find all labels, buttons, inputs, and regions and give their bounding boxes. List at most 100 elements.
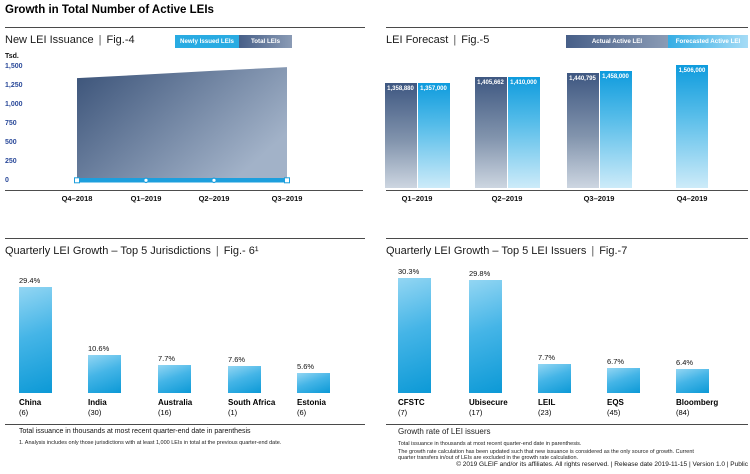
x-axis-tick-label: Q3–2019: [583, 194, 615, 203]
line-end-marker: [74, 177, 80, 184]
x-axis-tick-label: Q4–2019: [676, 194, 708, 203]
bar-value-label: 5.6%: [297, 361, 315, 371]
category-count-label: (6): [19, 408, 29, 417]
bar-value-label: 7.7%: [538, 352, 556, 362]
x-axis-tick-label: Q1–2019: [401, 194, 433, 203]
x-axis-line: [386, 190, 748, 191]
panel-new-lei-issuance: New LEI Issuance | Fig.-4 Newly Issued LEI…: [5, 27, 365, 235]
category-label: Bloomberg: [676, 398, 719, 407]
growth-bar: [469, 279, 502, 393]
legend-total-leis: Total LEIs: [239, 35, 292, 48]
bar-value-label: 10.6%: [88, 343, 110, 353]
total-leis-polygon: [77, 67, 287, 179]
bar-value-label: 29.4%: [19, 276, 41, 286]
y-axis-tick-label: 1,500: [5, 63, 23, 70]
bar-value-label: 6.7%: [607, 356, 625, 366]
bar-value-label: 1,506,000: [678, 68, 706, 74]
fig7-note1: Total issuance in thousands at most rece…: [398, 441, 582, 447]
x-axis-tick-label: Q2–2019: [491, 194, 523, 203]
y-axis-tick-label: 0: [5, 177, 9, 184]
y-axis-tick-label: 1,250: [5, 82, 23, 89]
x-axis-tick-label: Q4–2018: [61, 194, 93, 203]
divider: [386, 424, 748, 425]
title-separator: |: [591, 245, 595, 257]
legend-newly-issued-leis: Newly Issued LEIs: [175, 35, 239, 48]
y-axis-tick-label: 250: [5, 158, 17, 165]
panel-lei-forecast: LEI Forecast | Fig.-5 Actual Active LEI For…: [380, 27, 748, 235]
title-separator: |: [98, 34, 102, 46]
fig5-number: Fig.-5: [461, 34, 490, 46]
fig4-number: Fig.-4: [106, 34, 135, 46]
bar-value-label: 7.7%: [158, 354, 176, 364]
panel-top5-lei-issuers: Quarterly LEI Growth – Top 5 LEI Issuers…: [380, 238, 748, 470]
bar-value-label: 1,410,000: [510, 79, 537, 86]
category-label: India: [88, 398, 107, 407]
y-axis-tick-label: 750: [5, 120, 17, 127]
legend-actual-active-lei: Actual Active LEI: [566, 35, 668, 48]
x-axis-tick-label: Q3–2019: [271, 194, 303, 203]
fig4-title: New LEI Issuance | Fig.-4: [5, 34, 135, 46]
fig5-title-text: LEI Forecast: [386, 34, 449, 46]
category-count-label: (84): [676, 408, 690, 417]
fig4-title-text: New LEI Issuance: [5, 34, 94, 46]
bar-value-label: 1,405,662: [477, 80, 504, 87]
category-count-label: (1): [228, 408, 238, 417]
fig4-header: New LEI Issuance | Fig.-4 Newly Issued LEI…: [5, 34, 365, 49]
bar-actual-active-lei: 1,358,880: [384, 82, 417, 188]
bar-forecasted-active-lei: 1,357,000: [417, 83, 450, 188]
growth-bar: [676, 368, 709, 393]
bar-forecasted-active-lei: 1,506,000: [676, 65, 708, 188]
fig5-bar-chart: 1,358,880 1,357,000 Q1–2019 1,405,662 1,410,…: [380, 60, 748, 215]
bar-forecasted-active-lei: 1,410,000: [507, 76, 540, 188]
fig5-legend: Actual Active LEI Forecasted Active LEI: [566, 35, 748, 48]
fig7-note-heading: Growth rate of LEI issuers: [398, 427, 491, 436]
category-label: Estonia: [297, 398, 326, 407]
divider: [5, 27, 365, 28]
fig6-note: Total issuance in thousands at most rece…: [19, 428, 251, 435]
fig4-legend: Newly Issued LEIs Total LEIs: [175, 35, 292, 48]
fig5-header: LEI Forecast | Fig.-5 Actual Active LEI For…: [380, 34, 748, 49]
title-separator: |: [215, 245, 219, 257]
growth-bar: [19, 287, 52, 393]
divider: [386, 27, 748, 28]
fig5-title: LEI Forecast | Fig.-5: [386, 34, 489, 46]
bar-value-label: 29.8%: [469, 268, 491, 278]
panel-top5-jurisdictions: Quarterly LEI Growth – Top 5 Jurisdictio…: [5, 238, 365, 460]
growth-bar: [297, 372, 330, 393]
legend-forecasted-active-lei: Forecasted Active LEI: [668, 35, 748, 48]
category-count-label: (17): [469, 408, 483, 417]
fig6-title-text: Quarterly LEI Growth – Top 5 Jurisdictio…: [5, 245, 211, 257]
category-count-label: (30): [88, 408, 102, 417]
fig6-title: Quarterly LEI Growth – Top 5 Jurisdictio…: [5, 245, 259, 257]
bar-value-label: 1,357,000: [420, 86, 447, 93]
fig7-number: Fig.-7: [599, 245, 628, 257]
y-axis-unit-label: Tsd.: [5, 53, 19, 60]
line-end-marker: [284, 177, 290, 184]
bar-value-label: 30.3%: [398, 266, 420, 276]
category-count-label: (6): [297, 408, 307, 417]
category-count-label: (45): [607, 408, 621, 417]
bar-value-label: 1,358,880: [387, 85, 414, 92]
bar-forecasted-active-lei: 1,458,000: [599, 70, 632, 188]
bar-value-label: 6.4%: [676, 357, 694, 367]
category-count-label: (7): [398, 408, 408, 417]
bar-value-label: 1,458,000: [602, 73, 629, 80]
fig7-note2: The growth rate calculation has been upd…: [398, 449, 694, 461]
category-count-label: (16): [158, 408, 172, 417]
category-count-label: (23): [538, 408, 552, 417]
fig7-bar-chart: 30.3% CFSTC (7) 29.8% Ubisecure (17) 7.7% LEIL(…: [380, 238, 748, 424]
growth-bar: [158, 365, 191, 393]
x-axis-line: [5, 190, 363, 191]
line-marker: [211, 177, 217, 184]
category-label: China: [19, 398, 42, 407]
x-axis-tick-label: Q1–2019: [130, 194, 162, 203]
fig6-footnote: 1. Analysis includes only those jurisdic…: [19, 440, 282, 446]
bar-actual-active-lei: 1,440,795: [566, 72, 599, 188]
growth-bar: [538, 363, 571, 393]
growth-bar: [88, 354, 121, 393]
title-separator: |: [453, 34, 457, 46]
divider: [5, 424, 365, 425]
bar-value-label: 7.6%: [228, 354, 246, 364]
y-axis-tick-label: 500: [5, 139, 17, 146]
